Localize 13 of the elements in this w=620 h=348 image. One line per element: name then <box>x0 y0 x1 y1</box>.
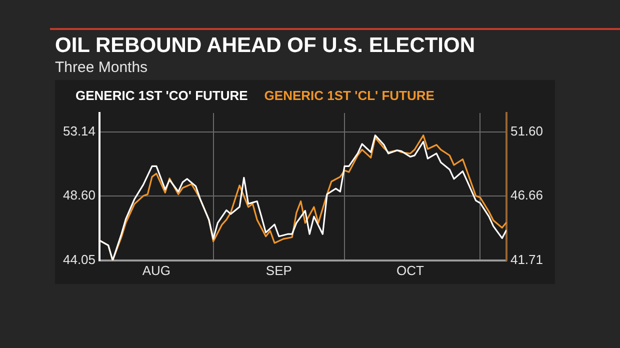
x-tick-label: OCT <box>396 262 424 278</box>
x-tick-label: SEP <box>266 262 292 278</box>
chart-title: OIL REBOUND AHEAD OF U.S. ELECTION <box>55 34 476 58</box>
y-tick-label: 48.60 <box>62 188 96 203</box>
y-tick-label: 53.14 <box>62 123 96 138</box>
chart-subtitle: Three Months <box>55 59 148 76</box>
y2-tick-label: 46.66 <box>510 188 544 203</box>
y2-tick-label: 41.71 <box>510 252 544 267</box>
text: GENERIC 1ST 'CO' FUTURE <box>76 88 248 104</box>
y2-tick-label: 51.60 <box>510 123 544 138</box>
text: GENERIC 1ST 'CL' FUTURE <box>264 88 435 104</box>
y-tick-label: 44.05 <box>62 252 96 267</box>
x-tick-label: AUG <box>142 262 170 278</box>
